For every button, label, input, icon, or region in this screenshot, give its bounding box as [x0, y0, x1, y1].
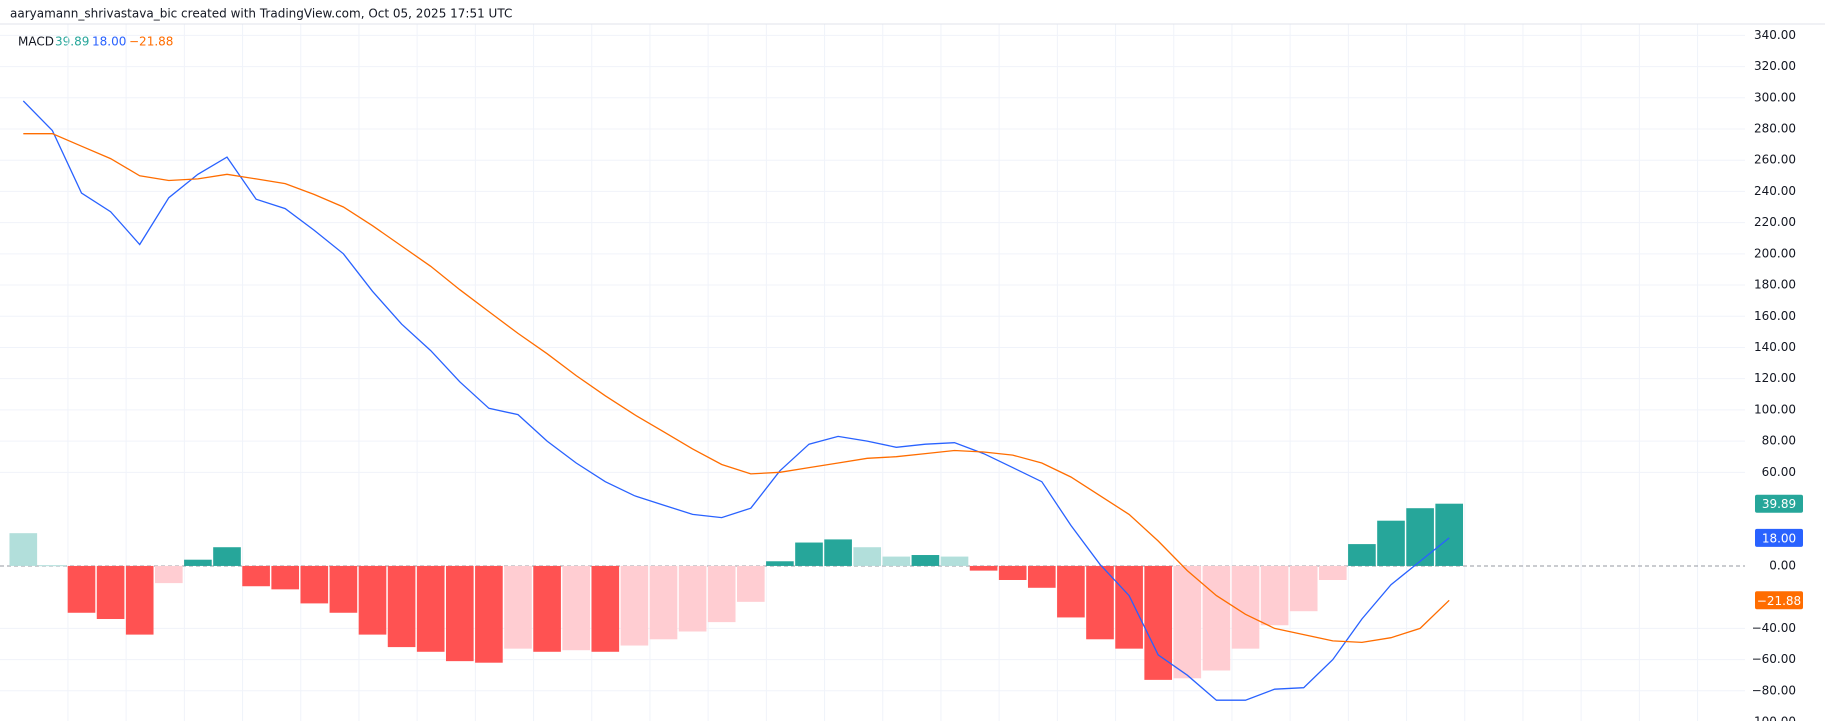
- histogram-bar: [96, 565, 125, 620]
- histogram-bar: [242, 565, 270, 587]
- histogram-bar: [678, 565, 707, 632]
- legend-value: 39.89: [55, 35, 89, 49]
- y-tick-label: 340.00: [1754, 28, 1796, 42]
- y-tick-label: 280.00: [1754, 121, 1796, 135]
- price-badge: [1755, 528, 1803, 547]
- histogram-bar: [213, 547, 241, 566]
- histogram-bar: [1027, 565, 1056, 588]
- histogram-bar: [766, 561, 794, 566]
- y-tick-label: 320.00: [1754, 59, 1796, 73]
- histogram-bar: [1202, 565, 1231, 671]
- histogram-bar: [1115, 565, 1143, 649]
- y-tick-label: 180.00: [1754, 278, 1796, 292]
- histogram-bar: [1057, 565, 1085, 618]
- grid: [0, 24, 1745, 721]
- y-tick-label: 120.00: [1754, 371, 1796, 385]
- histogram-bar: [562, 565, 591, 651]
- y-tick-label: −40.00: [1752, 621, 1796, 635]
- histogram-bar: [882, 556, 911, 566]
- y-tick-label: 0.00: [1769, 558, 1796, 572]
- histogram-bar: [67, 565, 96, 613]
- y-tick-label: 240.00: [1754, 184, 1796, 198]
- legend: MACD 39.89 18.00 −21.88: [18, 35, 173, 49]
- histogram-bar: [271, 565, 300, 590]
- y-tick-label: 300.00: [1754, 90, 1796, 104]
- histogram-bar: [824, 539, 852, 566]
- header-caption: aaryamann_shrivastava_bic created with T…: [10, 7, 512, 21]
- histogram-bar: [969, 565, 998, 571]
- histogram-bar: [940, 556, 969, 566]
- histogram-bar: [1086, 565, 1114, 640]
- histogram-bar: [300, 565, 329, 604]
- legend-name: MACD: [18, 35, 54, 49]
- y-tick-label: 220.00: [1754, 215, 1796, 229]
- histogram-bar: [1377, 520, 1405, 566]
- y-tick-label: 60.00: [1762, 465, 1796, 479]
- histogram-bar: [649, 565, 678, 640]
- histogram-bar: [329, 565, 358, 613]
- y-tick-label: 200.00: [1754, 246, 1796, 260]
- histogram-bar: [533, 565, 561, 652]
- y-tick-label: 260.00: [1754, 153, 1796, 167]
- histogram-bar: [358, 565, 387, 635]
- histogram-bar: [998, 565, 1027, 580]
- histogram-bar: [184, 559, 212, 566]
- histogram-bar: [475, 565, 503, 663]
- histogram-bar: [445, 565, 474, 662]
- price-badge: [1755, 494, 1803, 513]
- histogram-bar: [38, 565, 67, 567]
- histogram-bar: [9, 533, 38, 566]
- y-tick-label: 140.00: [1754, 340, 1796, 354]
- y-tick-label: 80.00: [1762, 434, 1796, 448]
- histogram-bar: [591, 565, 620, 652]
- y-tick-label: −60.00: [1752, 652, 1796, 666]
- histogram-bar: [1348, 544, 1376, 566]
- histogram-bar: [1231, 565, 1260, 649]
- histogram-bar: [387, 565, 416, 648]
- y-tick-label: −100.00: [1744, 715, 1796, 721]
- y-tick-label: 100.00: [1754, 402, 1796, 416]
- histogram-bar: [504, 565, 532, 649]
- price-badge: [1755, 591, 1803, 610]
- price-badge-label: 39.89: [1762, 497, 1796, 511]
- histogram-bar: [1435, 503, 1464, 566]
- histogram-bar: [1289, 565, 1318, 612]
- y-tick-label: 160.00: [1754, 309, 1796, 323]
- line-series: [23, 133, 1450, 644]
- histogram-bar: [1260, 565, 1289, 626]
- histogram-bar: [853, 547, 882, 566]
- histogram-bar: [416, 565, 445, 652]
- histogram-bar: [911, 555, 940, 566]
- histogram-bar: [1318, 565, 1347, 580]
- histogram-bar: [1144, 565, 1173, 680]
- price-badge-label: 18.00: [1762, 531, 1796, 545]
- legend-value: 18.00: [92, 35, 126, 49]
- histogram-bar: [125, 565, 154, 635]
- histogram-bar: [736, 565, 765, 602]
- histogram-bar: [620, 565, 649, 646]
- price-badge-label: −21.88: [1757, 594, 1801, 608]
- histogram-bar: [1406, 508, 1434, 566]
- histogram-bar: [1173, 565, 1202, 679]
- line-series: [22, 100, 1450, 701]
- histogram-bar: [154, 565, 183, 584]
- histogram-bar: [795, 542, 823, 566]
- legend-value: −21.88: [129, 35, 173, 49]
- y-tick-label: −80.00: [1752, 683, 1796, 697]
- histogram-bar: [707, 565, 736, 623]
